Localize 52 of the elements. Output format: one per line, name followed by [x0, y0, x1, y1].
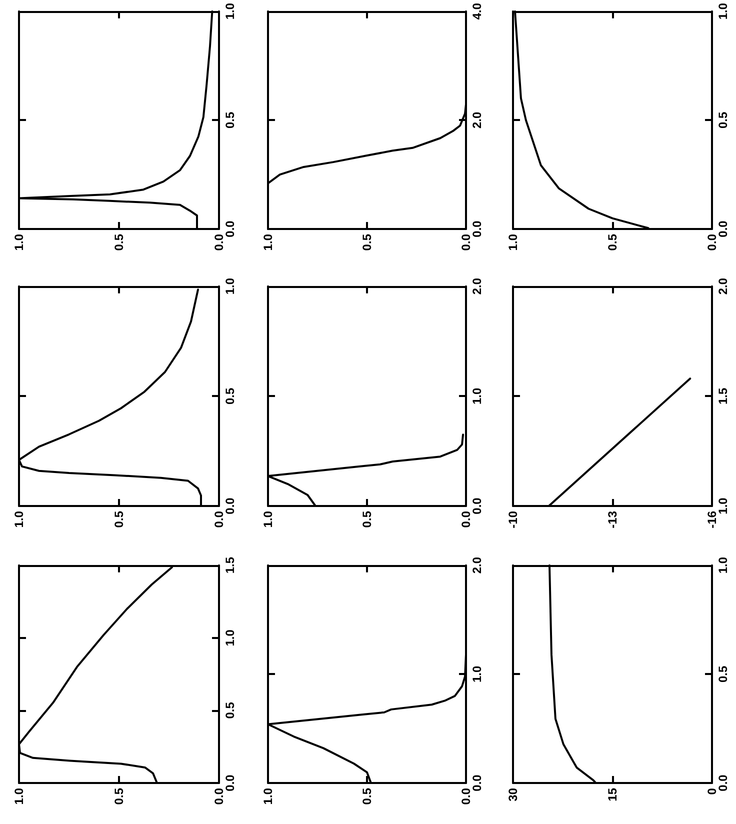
x-tick-label: 0.5 [606, 234, 620, 251]
x-tick-label: 1.0 [12, 788, 26, 805]
y-tick-label: 1.0 [223, 2, 237, 20]
x-tick-label: 0.0 [212, 510, 226, 528]
x-tick-label: 0.5 [360, 234, 374, 251]
y-tick-label: 0.0 [470, 497, 484, 514]
x-tick-label: 1.0 [12, 234, 26, 251]
x-tick-label: 30 [506, 788, 520, 802]
x-tick-label: 0 [705, 788, 719, 795]
x-tick-label: -16 [705, 510, 719, 528]
y-tick-label: 1.0 [716, 497, 730, 514]
x-tick-label: 0.0 [459, 788, 473, 805]
y-tick-label: 0.0 [716, 220, 730, 238]
y-tick-label: 1.0 [470, 666, 484, 683]
x-tick-label: 0.5 [112, 234, 126, 251]
x-tick-label: -10 [506, 510, 520, 528]
y-tick-label: 0.5 [223, 702, 237, 719]
x-tick-label: 1.0 [12, 510, 26, 528]
x-tick-label: 1.0 [261, 510, 275, 528]
x-tick-label: 0.5 [360, 510, 374, 528]
x-tick-label: 0.5 [112, 788, 126, 805]
y-tick-label: 0.0 [223, 220, 237, 238]
x-tick-label: 1.0 [506, 234, 520, 251]
y-tick-label: 0.5 [223, 112, 237, 129]
x-tick-label: 0.5 [112, 510, 126, 528]
y-tick-label: 1.0 [223, 629, 237, 646]
x-tick-label: 0.0 [705, 234, 719, 251]
y-tick-label: 0.5 [223, 388, 237, 405]
y-tick-label: 1.0 [716, 2, 730, 20]
x-tick-label: 0.5 [360, 788, 374, 805]
y-tick-label: 0.5 [716, 666, 730, 683]
y-tick-label: 1.0 [470, 388, 484, 405]
y-tick-label: 1.5 [716, 388, 730, 405]
y-tick-label: 0.5 [716, 112, 730, 129]
y-tick-label: 1.0 [223, 278, 237, 295]
y-tick-label: 2.0 [470, 112, 484, 129]
y-tick-label: 2.0 [470, 556, 484, 574]
y-tick-label: 0.0 [470, 220, 484, 238]
y-tick-label: 2.0 [470, 278, 484, 295]
y-tick-label: 0.0 [223, 497, 237, 514]
y-tick-label: 1.0 [716, 556, 730, 574]
y-tick-label: 2.0 [716, 278, 730, 295]
x-tick-label: 0.0 [212, 234, 226, 251]
x-tick-label: 0.0 [459, 234, 473, 251]
x-tick-label: -13 [606, 510, 620, 528]
x-tick-label: 1.0 [261, 788, 275, 805]
x-tick-label: 15 [606, 788, 620, 802]
y-tick-label: 4.0 [470, 2, 484, 20]
x-tick-label: 0.0 [212, 788, 226, 805]
x-tick-label: 1.0 [261, 234, 275, 251]
x-tick-label: 0.0 [459, 510, 473, 528]
y-tick-label: 1.5 [223, 556, 237, 574]
